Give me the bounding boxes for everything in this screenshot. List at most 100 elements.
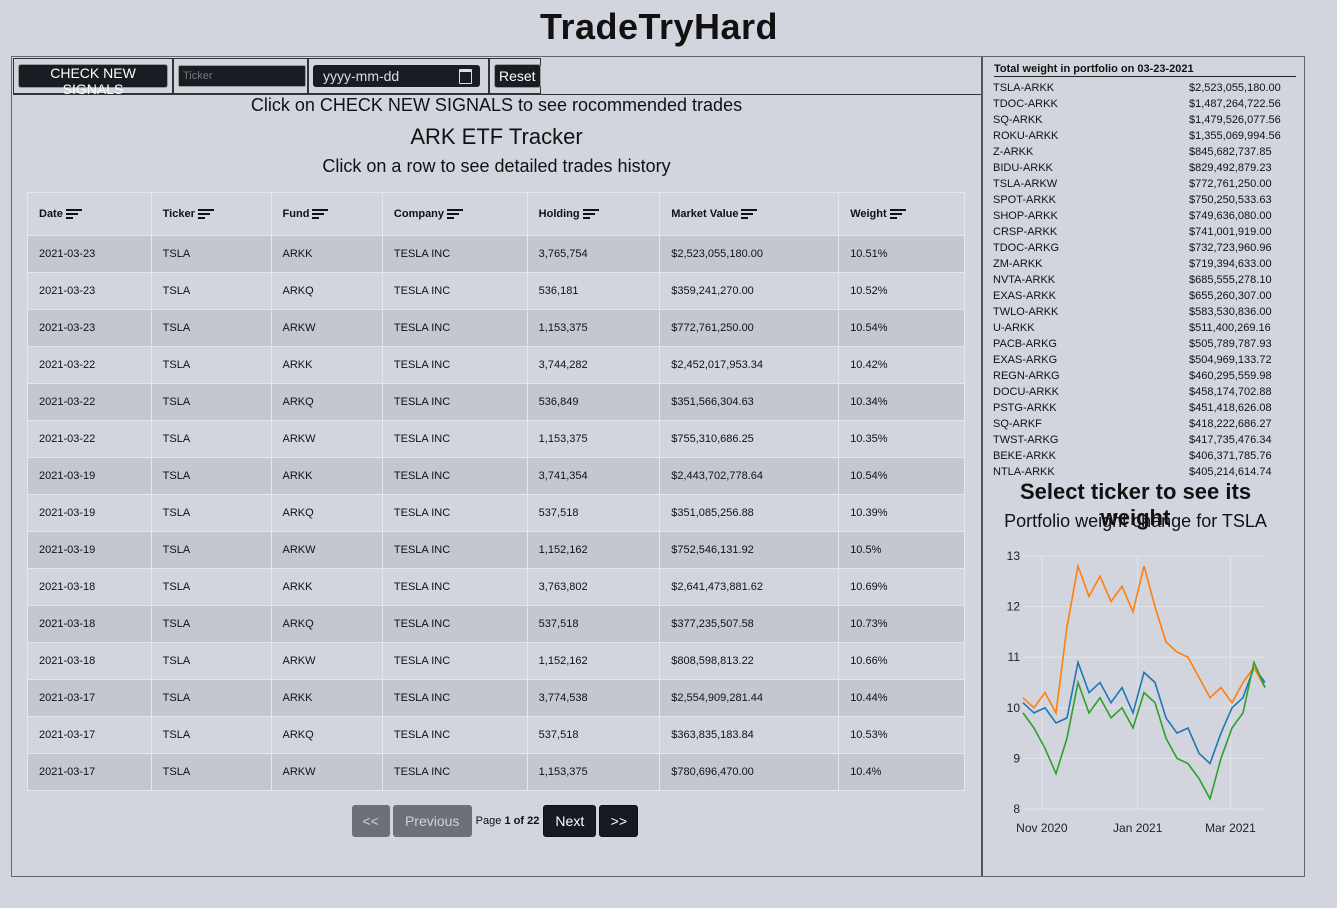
table-row[interactable]: 2021-03-18 TSLA ARKK TESLA INC 3,763,802 $2,6… (27, 568, 965, 606)
weight-row[interactable]: BIDU-ARKK $829,492,879.23 (993, 160, 1293, 176)
weight-row[interactable]: DOCU-ARKK $458,174,702.88 (993, 384, 1293, 400)
table-cell: TESLA INC (381, 383, 528, 421)
reset-button[interactable]: Reset (494, 64, 541, 88)
table-cell: $2,554,909,281.44 (659, 679, 840, 717)
weight-row[interactable]: TDOC-ARKK $1,487,264,722.56 (993, 96, 1293, 112)
weight-row[interactable]: SPOT-ARKK $750,250,533.63 (993, 192, 1293, 208)
weight-row[interactable]: TDOC-ARKG $732,723,960.96 (993, 240, 1293, 256)
column-header[interactable]: Market Value (659, 192, 840, 236)
sort-icon[interactable] (889, 207, 906, 221)
weight-row[interactable]: PSTG-ARKK $451,418,626.08 (993, 400, 1293, 416)
weight-ticker: ZM-ARKK (993, 258, 1043, 270)
column-header[interactable]: Fund (270, 192, 383, 236)
table-cell: TSLA (150, 383, 272, 421)
table-row[interactable]: 2021-03-17 TSLA ARKK TESLA INC 3,774,538 $2,5… (27, 679, 965, 717)
weight-row[interactable]: Z-ARKK $845,682,737.85 (993, 144, 1293, 160)
weight-row[interactable]: SQ-ARKF $418,222,686.27 (993, 416, 1293, 432)
previous-page-button[interactable]: Previous (392, 805, 472, 837)
weight-row[interactable]: TSLA-ARKK $2,523,055,180.00 (993, 80, 1293, 96)
table-row[interactable]: 2021-03-23 TSLA ARKQ TESLA INC 536,181 $359,2… (27, 272, 965, 310)
column-header[interactable]: Holding (526, 192, 661, 236)
table-cell: ARKW (270, 531, 383, 569)
table-row[interactable]: 2021-03-17 TSLA ARKW TESLA INC 1,153,375 $780… (27, 753, 965, 791)
table-cell: $351,566,304.63 (659, 383, 840, 421)
table-cell: 1,152,162 (526, 531, 661, 569)
ticker-input[interactable] (178, 65, 306, 87)
column-header[interactable]: Ticker (150, 192, 272, 236)
series-line-1 (1022, 563, 1266, 716)
column-header[interactable]: Date (27, 192, 152, 236)
check-new-signals-button[interactable]: CHECK NEW SIGNALS (18, 64, 168, 97)
weight-row[interactable]: EXAS-ARKG $504,969,133.72 (993, 352, 1293, 368)
date-input[interactable]: yyyy-mm-dd (313, 65, 480, 87)
sort-icon[interactable] (312, 207, 329, 221)
table-cell: 3,744,282 (526, 346, 661, 384)
table-cell: $363,835,183.84 (659, 716, 840, 754)
weight-row[interactable]: U-ARKK $511,400,269.16 (993, 320, 1293, 336)
weight-row[interactable]: NTLA-ARKK $405,214,614.74 (993, 464, 1293, 480)
weight-row[interactable]: EXAS-ARKK $655,260,307.00 (993, 288, 1293, 304)
table-row[interactable]: 2021-03-22 TSLA ARKW TESLA INC 1,153,375 $755… (27, 420, 965, 458)
table-cell: 2021-03-18 (27, 642, 152, 680)
column-header[interactable]: Weight (838, 192, 965, 236)
weight-row[interactable]: TWST-ARKG $417,735,476.34 (993, 432, 1293, 448)
weight-row[interactable]: SHOP-ARKK $749,636,080.00 (993, 208, 1293, 224)
table-cell: TSLA (150, 309, 272, 347)
table-cell: $808,598,813.22 (659, 642, 840, 680)
sort-icon[interactable] (65, 207, 82, 221)
last-page-button[interactable]: >> (599, 805, 639, 837)
table-row[interactable]: 2021-03-19 TSLA ARKQ TESLA INC 537,518 $351,0… (27, 494, 965, 532)
table-row[interactable]: 2021-03-22 TSLA ARKK TESLA INC 3,744,282 $2,4… (27, 346, 965, 384)
table-cell: $752,546,131.92 (659, 531, 840, 569)
table-cell: TESLA INC (381, 420, 528, 458)
table-cell: ARKQ (270, 605, 383, 643)
column-header-label: Market Value (671, 207, 739, 220)
sort-icon[interactable] (447, 207, 464, 221)
table-row[interactable]: 2021-03-23 TSLA ARKW TESLA INC 1,153,375 $772… (27, 309, 965, 347)
weight-ticker: PACB-ARKG (993, 338, 1057, 350)
table-cell: $772,761,250.00 (659, 309, 840, 347)
weight-ticker: BEKE-ARKK (993, 450, 1056, 462)
table-row[interactable]: 2021-03-19 TSLA ARKK TESLA INC 3,741,354 $2,4… (27, 457, 965, 495)
table-cell: ARKK (270, 235, 383, 273)
table-cell: TSLA (150, 642, 272, 680)
next-page-button[interactable]: Next (543, 805, 597, 837)
table-cell: 10.5% (838, 531, 965, 569)
weight-row[interactable]: NVTA-ARKK $685,555,278.10 (993, 272, 1293, 288)
weight-row[interactable]: REGN-ARKG $460,295,559.98 (993, 368, 1293, 384)
weight-row[interactable]: TWLO-ARKK $583,530,836.00 (993, 304, 1293, 320)
sort-icon[interactable] (197, 207, 214, 221)
weight-value: $451,418,626.08 (1189, 402, 1272, 414)
weight-ticker: NTLA-ARKK (993, 466, 1055, 478)
weight-row[interactable]: PACB-ARKG $505,789,787.93 (993, 336, 1293, 352)
weights-pane: Total weight in portfolio on 03-23-2021 … (983, 57, 1305, 876)
weight-row[interactable]: BEKE-ARKK $406,371,785.76 (993, 448, 1293, 464)
first-page-button[interactable]: << (351, 805, 390, 837)
weight-row[interactable]: ZM-ARKK $719,394,633.00 (993, 256, 1293, 272)
table-row[interactable]: 2021-03-18 TSLA ARKQ TESLA INC 537,518 $377,2… (27, 605, 965, 643)
weight-ticker: EXAS-ARKK (993, 290, 1056, 302)
weight-row[interactable]: TSLA-ARKW $772,761,250.00 (993, 176, 1293, 192)
weight-row[interactable]: ROKU-ARKK $1,355,069,994.56 (993, 128, 1293, 144)
table-row[interactable]: 2021-03-19 TSLA ARKW TESLA INC 1,152,162 $752… (27, 531, 965, 569)
table-cell: TESLA INC (381, 605, 528, 643)
column-header[interactable]: Company (381, 192, 528, 236)
weight-value: $2,523,055,180.00 (1189, 82, 1281, 94)
sort-icon[interactable] (582, 207, 599, 221)
table-row[interactable]: 2021-03-22 TSLA ARKQ TESLA INC 536,849 $351,5… (27, 383, 965, 421)
table-row[interactable]: 2021-03-18 TSLA ARKW TESLA INC 1,152,162 $808… (27, 642, 965, 680)
table-cell: $2,523,055,180.00 (659, 235, 840, 273)
table-cell: TESLA INC (381, 235, 528, 273)
table-row[interactable]: 2021-03-23 TSLA ARKK TESLA INC 3,765,754 $2,5… (27, 235, 965, 273)
main-panel: CHECK NEW SIGNALS yyyy-mm-dd Reset Click… (11, 56, 1305, 877)
y-tick-label: 10 (1007, 701, 1021, 715)
column-header-label: Holding (538, 207, 580, 220)
ticker-cell (173, 58, 308, 94)
weight-row[interactable]: CRSP-ARKK $741,001,919.00 (993, 224, 1293, 240)
weight-row[interactable]: SQ-ARKK $1,479,526,077.56 (993, 112, 1293, 128)
table-row[interactable]: 2021-03-17 TSLA ARKQ TESLA INC 537,518 $363,8… (27, 716, 965, 754)
sort-icon[interactable] (741, 207, 758, 221)
calendar-icon[interactable] (459, 68, 472, 84)
table-cell: 1,153,375 (526, 420, 661, 458)
table-cell: 2021-03-19 (27, 531, 152, 569)
